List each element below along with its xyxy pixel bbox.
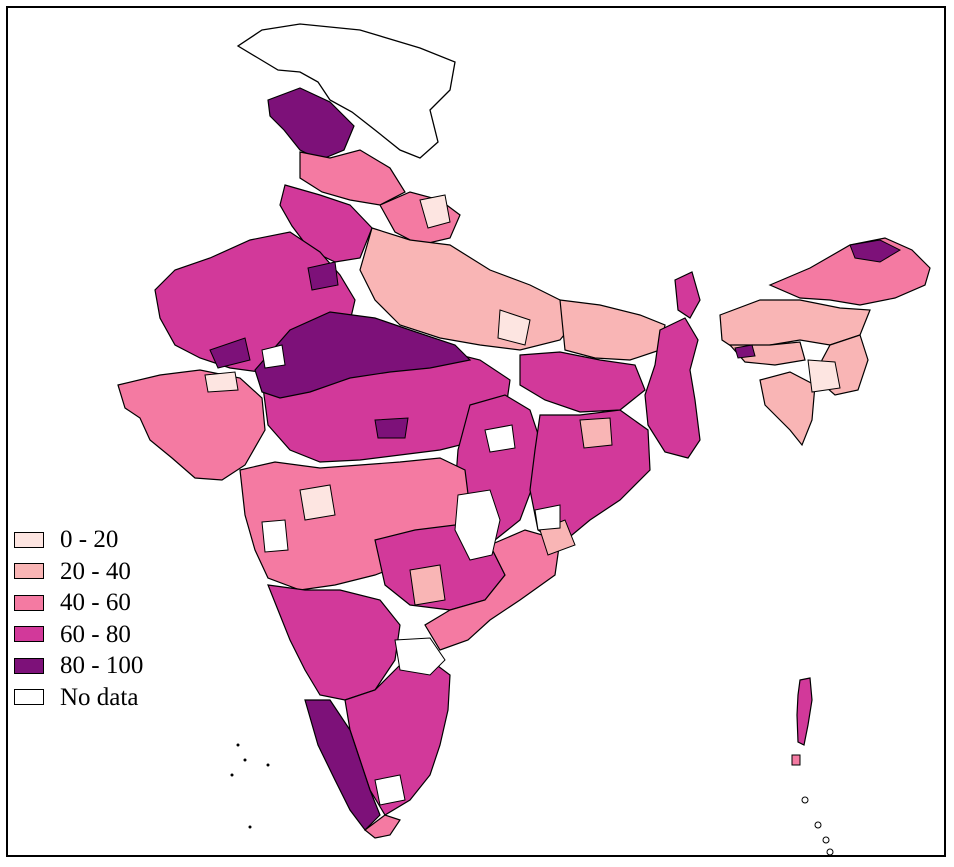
region-punjab-haryana xyxy=(279,184,373,263)
region-patch-light-2 xyxy=(497,309,531,346)
region-west-bengal xyxy=(644,317,701,459)
legend-item-no-data: No data xyxy=(14,682,143,714)
legend-swatch xyxy=(14,594,44,611)
region-nicobar-1 xyxy=(801,796,809,804)
region-southern-tip xyxy=(364,814,401,839)
legend-item-40-60: 40 - 60 xyxy=(14,587,143,619)
region-lakshadweep-1 xyxy=(236,743,240,747)
legend-label: 0 - 20 xyxy=(60,526,119,554)
region-nodata-5 xyxy=(534,504,561,531)
region-lakshadweep-5 xyxy=(248,825,252,829)
region-kashmir-south xyxy=(267,87,355,161)
region-patch-40-1 xyxy=(409,564,446,606)
region-arunachal xyxy=(768,237,931,306)
region-kashmir-north xyxy=(236,23,456,159)
region-nicobar-4 xyxy=(826,848,834,856)
legend-swatch xyxy=(14,689,44,706)
region-patch-light-1 xyxy=(419,194,451,229)
legend-item-0-20: 0 - 20 xyxy=(14,524,143,556)
region-patch-light-4 xyxy=(807,359,841,393)
region-patch-light-5 xyxy=(204,371,239,393)
region-lakshadweep-2 xyxy=(243,758,247,762)
legend-label: 40 - 60 xyxy=(60,589,131,617)
region-nicobar-3 xyxy=(822,836,830,844)
region-patch-dark-2 xyxy=(307,261,339,291)
region-nodata-7 xyxy=(261,344,286,369)
legend-swatch xyxy=(14,531,44,548)
region-jharkhand xyxy=(519,351,646,413)
region-nodata-4 xyxy=(261,519,289,553)
region-karnataka xyxy=(267,584,401,701)
legend-swatch xyxy=(14,626,44,643)
legend-label: 80 - 100 xyxy=(60,652,144,680)
region-nodata-3 xyxy=(484,424,516,453)
legend-label: 20 - 40 xyxy=(60,557,131,585)
legend-label: No data xyxy=(60,683,139,711)
legend-item-60-80: 60 - 80 xyxy=(14,619,143,651)
region-patch-dark-1 xyxy=(209,337,251,369)
region-central-belt xyxy=(254,311,472,399)
region-patch-dark-4 xyxy=(849,239,902,263)
region-nodata-2 xyxy=(394,637,446,676)
legend-label: 60 - 80 xyxy=(60,620,131,648)
region-sikkim xyxy=(674,271,701,319)
region-andaman-south xyxy=(791,754,801,766)
legend-swatch xyxy=(14,563,44,580)
legend-item-20-40: 20 - 40 xyxy=(14,556,143,588)
region-patch-40-2 xyxy=(579,417,613,449)
region-patch-dark-3 xyxy=(374,417,409,439)
region-nodata-6 xyxy=(374,774,406,806)
region-andaman-islands xyxy=(796,677,813,746)
map-legend: 0 - 20 20 - 40 40 - 60 60 - 80 80 - 100 … xyxy=(14,524,143,713)
region-patch-dark-5 xyxy=(734,344,756,359)
region-bihar xyxy=(559,299,666,361)
region-gujarat xyxy=(117,369,266,481)
region-himachal xyxy=(299,149,406,206)
region-kerala xyxy=(304,699,381,831)
region-lakshadweep-4 xyxy=(266,763,270,767)
legend-item-80-100: 80 - 100 xyxy=(14,650,143,682)
region-lakshadweep-3 xyxy=(230,773,234,777)
region-nodata-1 xyxy=(454,489,501,561)
region-nicobar-2 xyxy=(814,821,822,829)
region-tripura-mizoram xyxy=(759,371,816,447)
region-patch-light-3 xyxy=(299,484,336,521)
legend-swatch xyxy=(14,657,44,674)
